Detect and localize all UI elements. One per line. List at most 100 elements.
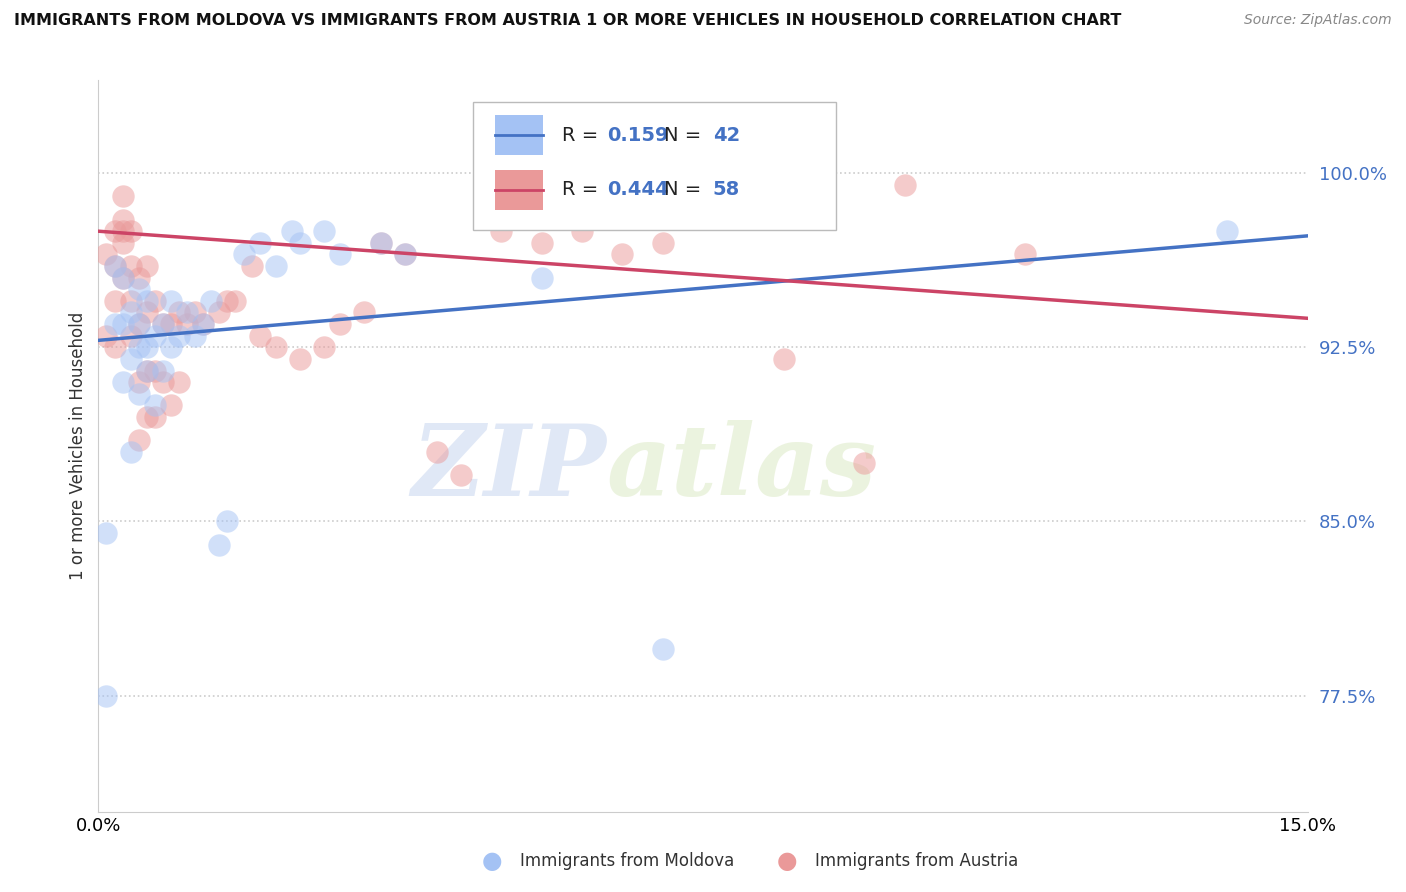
Bar xyxy=(474,103,837,230)
Point xyxy=(103,293,125,308)
Point xyxy=(128,317,150,331)
Text: 0.444: 0.444 xyxy=(607,180,669,200)
Point xyxy=(193,317,215,331)
Point xyxy=(135,259,157,273)
Point xyxy=(111,212,134,227)
Point xyxy=(184,305,207,319)
Bar xyxy=(495,169,543,211)
Point xyxy=(120,224,142,238)
Point xyxy=(152,317,174,331)
Point xyxy=(120,328,142,343)
Point xyxy=(232,247,254,261)
Text: N =: N = xyxy=(664,180,707,200)
Point xyxy=(135,409,157,424)
Point xyxy=(111,375,134,389)
Point xyxy=(128,375,150,389)
Point xyxy=(96,526,118,541)
Point xyxy=(120,351,142,366)
Point xyxy=(111,270,134,285)
Point xyxy=(103,259,125,273)
Point xyxy=(329,317,352,331)
Point xyxy=(893,178,915,192)
Text: N =: N = xyxy=(664,126,707,145)
Point xyxy=(530,235,553,250)
Point xyxy=(160,293,183,308)
Point xyxy=(111,224,134,238)
Point xyxy=(651,235,673,250)
Point xyxy=(240,259,263,273)
Point xyxy=(143,398,166,412)
Text: Source: ZipAtlas.com: Source: ZipAtlas.com xyxy=(1244,13,1392,28)
Point xyxy=(96,689,118,703)
Point xyxy=(772,351,794,366)
Point xyxy=(167,328,190,343)
Point xyxy=(120,445,142,459)
Point xyxy=(176,305,198,319)
Text: 58: 58 xyxy=(713,180,740,200)
Point xyxy=(128,386,150,401)
Point xyxy=(96,328,118,343)
Point xyxy=(120,305,142,319)
Point xyxy=(111,270,134,285)
Point xyxy=(160,340,183,354)
Point xyxy=(217,293,239,308)
Point xyxy=(264,340,287,354)
Point xyxy=(450,468,472,483)
Text: Immigrants from Moldova: Immigrants from Moldova xyxy=(520,852,734,870)
Point xyxy=(167,375,190,389)
Point xyxy=(111,189,134,203)
Point xyxy=(128,270,150,285)
Point xyxy=(426,445,449,459)
Point xyxy=(184,328,207,343)
Point xyxy=(264,259,287,273)
Point xyxy=(353,305,375,319)
Point xyxy=(224,293,246,308)
Point xyxy=(135,305,157,319)
Text: 0.159: 0.159 xyxy=(607,126,669,145)
Point xyxy=(143,409,166,424)
Point xyxy=(370,235,392,250)
Bar xyxy=(495,115,543,155)
Text: Immigrants from Austria: Immigrants from Austria xyxy=(815,852,1019,870)
Point xyxy=(128,340,150,354)
Point xyxy=(135,363,157,377)
Point xyxy=(208,305,231,319)
Point xyxy=(152,375,174,389)
Point xyxy=(160,317,183,331)
Point xyxy=(651,642,673,657)
Point xyxy=(103,259,125,273)
Point xyxy=(128,317,150,331)
Point xyxy=(111,317,134,331)
Point xyxy=(143,293,166,308)
Point xyxy=(200,293,222,308)
Point xyxy=(96,247,118,261)
Point xyxy=(120,293,142,308)
Text: ●: ● xyxy=(778,849,797,872)
Point xyxy=(1216,224,1239,238)
Point xyxy=(193,317,215,331)
Point xyxy=(152,363,174,377)
Point xyxy=(314,340,336,354)
Text: ZIP: ZIP xyxy=(412,420,606,516)
Point xyxy=(103,317,125,331)
Point xyxy=(111,235,134,250)
Point xyxy=(217,515,239,529)
Point xyxy=(103,224,125,238)
Text: atlas: atlas xyxy=(606,420,876,516)
Point xyxy=(314,224,336,238)
Point xyxy=(120,259,142,273)
Point xyxy=(135,340,157,354)
Point xyxy=(208,538,231,552)
Point xyxy=(491,224,513,238)
Point xyxy=(370,235,392,250)
Point xyxy=(167,305,190,319)
Point xyxy=(394,247,416,261)
Point xyxy=(288,351,311,366)
Point xyxy=(394,247,416,261)
Point xyxy=(143,363,166,377)
Point xyxy=(612,247,634,261)
Point xyxy=(152,317,174,331)
Text: 42: 42 xyxy=(713,126,740,145)
Point xyxy=(853,457,876,471)
Point xyxy=(329,247,352,261)
